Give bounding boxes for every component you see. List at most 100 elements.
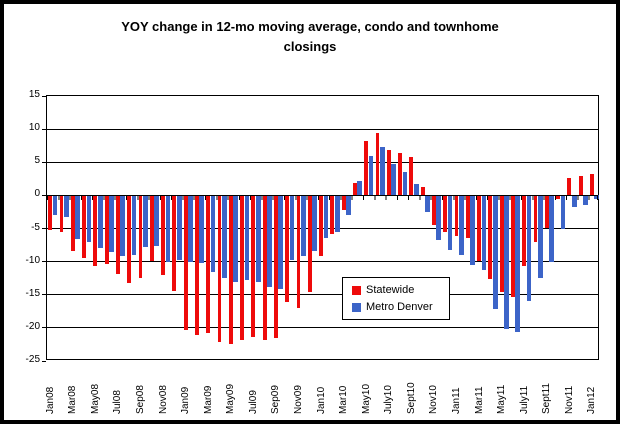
y-tick (42, 161, 46, 163)
bar-statewide (48, 195, 53, 230)
x-axis-label-Jan08: Jan08 (44, 386, 56, 414)
x-axis-label-Nov08: Nov08 (157, 385, 169, 414)
bar-metro-denver (300, 195, 306, 256)
bar-metro-denver (323, 195, 329, 239)
plot-area: Statewide Metro Denver (42, 95, 600, 362)
x-axis-label-Jan09: Jan09 (180, 386, 192, 414)
y-axis-label--10: -10 (25, 254, 40, 266)
bar-metro-denver (504, 195, 509, 330)
bar-statewide (499, 195, 504, 293)
bar-metro-denver (188, 195, 193, 263)
bar-metro-denver (560, 195, 566, 229)
bar-statewide (251, 195, 256, 338)
bar-metro-denver (52, 195, 58, 216)
bar-statewide (82, 195, 87, 258)
bar-metro-denver (470, 195, 475, 265)
x-axis-label-Jul08: Jul08 (112, 390, 124, 414)
bar-statewide (93, 195, 98, 267)
x-axis-label-Nov10: Nov10 (428, 385, 440, 414)
bar-statewide (161, 195, 166, 275)
bar-statewide (432, 195, 436, 225)
bar-statewide (578, 176, 583, 196)
y-axis-label--25: -25 (25, 354, 40, 365)
bar-statewide (183, 195, 188, 330)
x-axis-label-Mar11: Mar11 (473, 386, 485, 414)
y-axis-label--20: -20 (25, 320, 40, 332)
legend-label: Metro Denver (366, 301, 433, 313)
bar-statewide (172, 195, 177, 291)
bar-statewide (353, 182, 357, 196)
bar-metro-denver (210, 195, 216, 273)
bar-metro-denver (425, 195, 430, 212)
gridline-y--20 (47, 327, 598, 329)
bar-metro-denver (142, 195, 148, 248)
x-axis-label-Nov11: Nov11 (563, 385, 575, 414)
x-axis-label-Jul09: Jul09 (247, 390, 259, 414)
bar-metro-denver (413, 184, 419, 196)
bar-metro-denver (86, 195, 92, 243)
bar-metro-denver (447, 195, 453, 250)
bar-statewide (116, 195, 120, 274)
bar-metro-denver (278, 195, 284, 289)
bar-metro-denver (63, 195, 69, 217)
bar-statewide (127, 195, 132, 284)
gridline-y-5 (47, 161, 598, 163)
bar-statewide (206, 195, 211, 334)
legend-swatch-icon (352, 285, 361, 295)
category-tick-marks (47, 195, 598, 200)
bar-statewide (364, 141, 369, 196)
bar-statewide (228, 195, 233, 344)
bar-statewide (544, 195, 549, 228)
bar-statewide (590, 173, 594, 196)
bar-statewide (330, 195, 335, 235)
y-tick (42, 327, 46, 329)
legend-entry: Statewide (352, 284, 441, 296)
bar-statewide (488, 195, 493, 279)
y-tick (42, 95, 46, 97)
bar-metro-denver (233, 195, 238, 283)
bar-statewide (296, 195, 301, 308)
y-axis-label-5: 5 (34, 155, 40, 167)
bar-metro-denver (368, 155, 374, 196)
bar-metro-denver (357, 181, 363, 196)
legend-label: Statewide (366, 284, 415, 296)
x-axis-label-July11: July11 (518, 385, 530, 414)
bar-statewide (477, 195, 482, 261)
gridline-y-10 (47, 128, 598, 130)
x-axis-label-Jan12: Jan12 (586, 386, 598, 414)
bar-statewide (341, 195, 346, 210)
bar-statewide (59, 195, 64, 233)
bar-metro-denver (402, 171, 408, 196)
bar-metro-denver (312, 195, 317, 252)
y-tick (42, 261, 46, 263)
bar-statewide (104, 195, 109, 265)
bar-metro-denver (267, 195, 272, 288)
bar-metro-denver (109, 195, 114, 253)
x-axis-label-Sep08: Sep08 (134, 385, 146, 414)
y-tick (42, 128, 46, 130)
bar-metro-denver (165, 195, 171, 263)
legend: Statewide Metro Denver (342, 277, 450, 320)
bar-metro-denver (75, 195, 80, 240)
bar-metro-denver (131, 195, 137, 255)
y-tick (42, 294, 46, 296)
x-axis-zero-line (47, 194, 598, 196)
bar-metro-denver (537, 195, 543, 279)
x-axis-label-May08: May08 (89, 383, 101, 414)
bar-metro-denver (549, 195, 554, 263)
bar-statewide (533, 195, 538, 242)
y-tick (42, 194, 46, 196)
bar-statewide (420, 186, 425, 196)
bar-metro-denver (176, 195, 182, 261)
bar-statewide (465, 195, 470, 239)
bar-metro-denver (334, 195, 340, 232)
bar-metro-denver (571, 195, 577, 208)
x-axis-label-Sept10: Sept10 (405, 382, 417, 414)
bar-metro-denver (481, 195, 487, 270)
bar-metro-denver (526, 195, 532, 302)
x-axis-label-July10: July10 (383, 385, 395, 414)
bar-statewide (319, 195, 324, 256)
y-tick (42, 228, 46, 229)
y-axis-label-0: 0 (34, 188, 40, 200)
